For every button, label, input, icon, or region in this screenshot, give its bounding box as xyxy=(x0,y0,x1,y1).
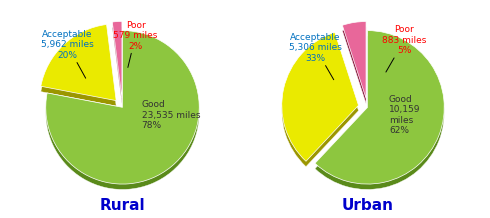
Wedge shape xyxy=(41,30,116,106)
Wedge shape xyxy=(46,31,199,184)
Wedge shape xyxy=(315,31,444,184)
Text: Urban: Urban xyxy=(342,198,393,213)
Wedge shape xyxy=(112,21,122,98)
Wedge shape xyxy=(282,38,359,167)
Wedge shape xyxy=(282,32,359,161)
Text: Acceptable
5,962 miles
20%: Acceptable 5,962 miles 20% xyxy=(41,30,94,78)
Wedge shape xyxy=(41,24,116,101)
Text: Good
10,159
miles
62%: Good 10,159 miles 62% xyxy=(389,95,420,135)
Text: Poor
579 miles
2%: Poor 579 miles 2% xyxy=(113,21,158,67)
Wedge shape xyxy=(343,27,366,104)
Wedge shape xyxy=(343,22,366,98)
Text: Acceptable
5,306 miles
33%: Acceptable 5,306 miles 33% xyxy=(289,33,342,80)
Text: Rural: Rural xyxy=(99,198,146,213)
Text: Poor
883 miles
5%: Poor 883 miles 5% xyxy=(382,25,426,72)
Wedge shape xyxy=(315,36,444,189)
Text: Good
23,535 miles
78%: Good 23,535 miles 78% xyxy=(142,100,200,130)
Wedge shape xyxy=(46,36,199,189)
Wedge shape xyxy=(112,27,122,104)
